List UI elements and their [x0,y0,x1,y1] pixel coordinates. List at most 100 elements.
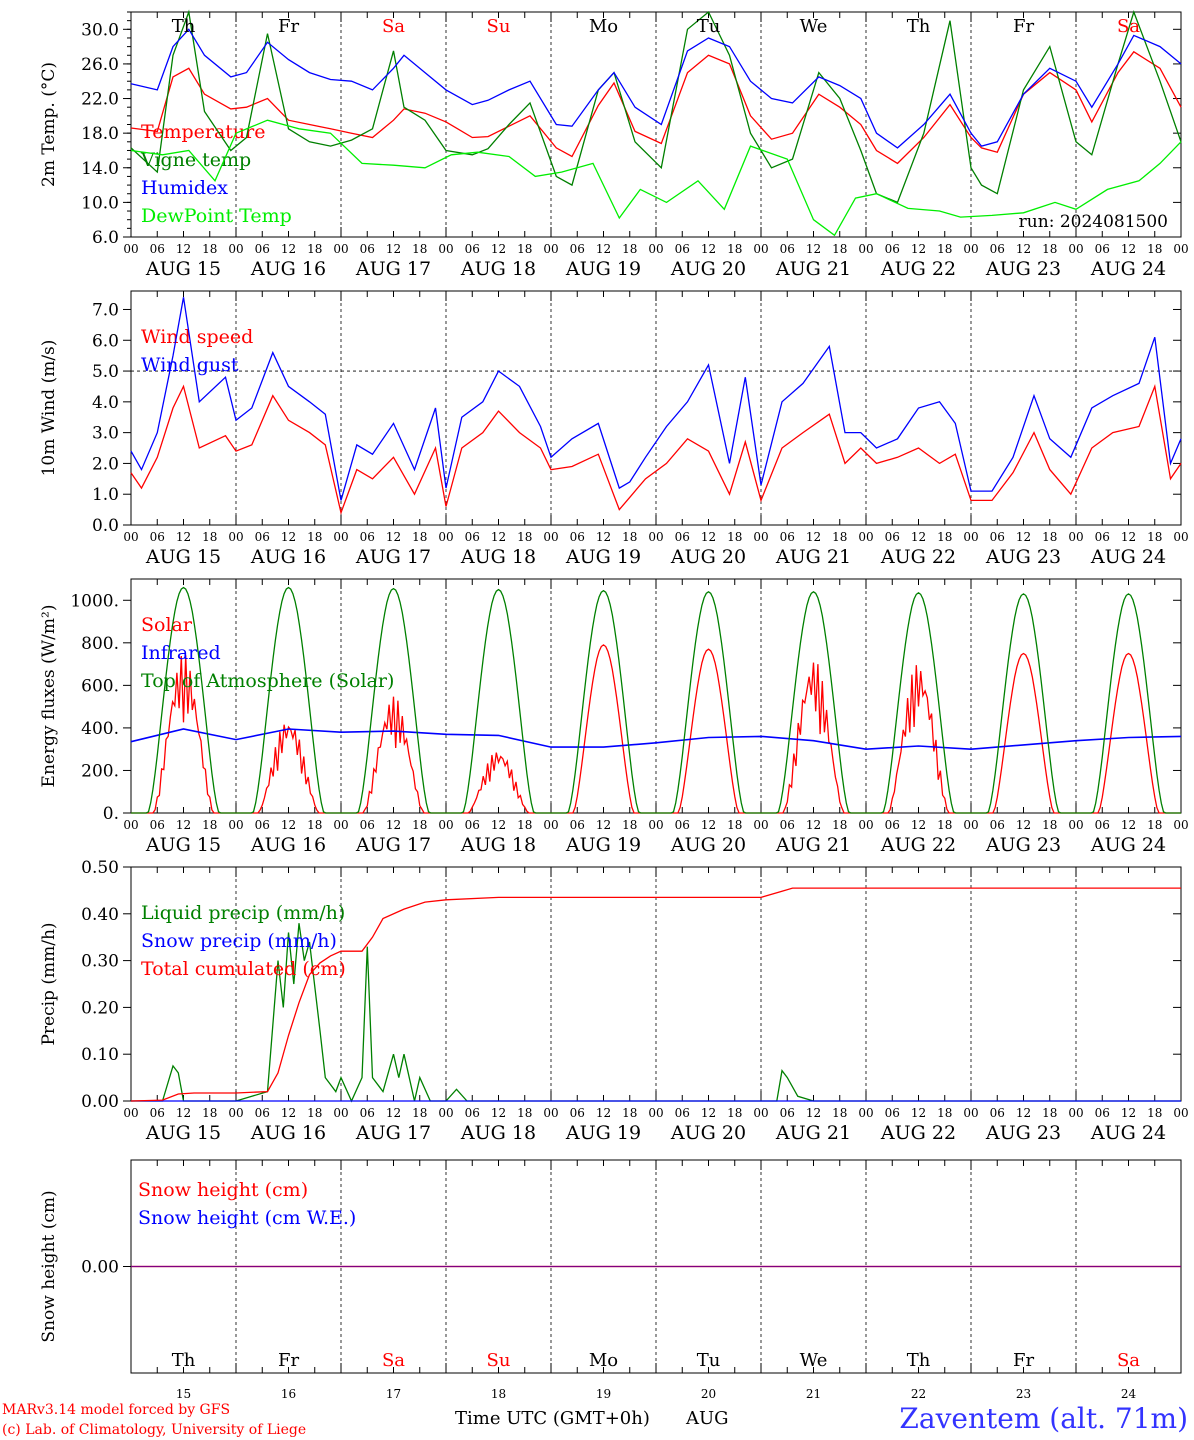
hour-tick-label: 18 [517,818,532,832]
hour-tick-label: 00 [1068,1106,1083,1120]
hour-tick-label: 12 [701,818,716,832]
weekday-label: Th [907,16,931,37]
y-tick-label: 5.0 [92,362,119,382]
plot-frame [130,11,1182,238]
legend-entry: DewPoint Temp [141,205,292,227]
y-tick-label: 2.0 [92,454,119,474]
hour-tick-label: 18 [517,242,532,256]
hour-tick-label: 06 [780,242,795,256]
hour-tick-label: 18 [307,530,322,544]
x-axis-title: Time UTC (GMT+0h) [455,1408,650,1429]
run-label: run: 2024081500 [1019,212,1168,232]
hour-tick-label: 18 [412,530,427,544]
date-label: AUG 21 [775,546,851,568]
meteogram-panels: 00 06 12 18 00 06 12 18 00 06 12 18 00 06 12 18 00 06 12 18… [39,9,1189,1401]
hour-tick-label: 18 [727,242,742,256]
date-label: AUG 21 [775,1122,851,1144]
date-label: AUG 24 [1090,834,1166,856]
y-tick-label: 22.0 [81,90,119,110]
date-label: AUG 17 [355,1122,431,1144]
hour-tick-label: 00 [228,242,243,256]
day-number-label: 17 [386,1387,401,1401]
hour-tick-label: 00 [543,818,558,832]
hour-tick-label: 18 [202,242,217,256]
hour-tick-label: 00 [1068,242,1083,256]
hour-tick-label: 06 [465,1106,480,1120]
hour-tick-label: 06 [570,530,585,544]
hour-tick-label: 12 [386,818,401,832]
y-tick-label: 6.0 [92,331,119,351]
hour-tick-label: 12 [176,530,191,544]
hour-tick-label: 06 [675,818,690,832]
weekday-label: Sa [1117,1350,1140,1371]
hour-tick-label: 18 [412,1106,427,1120]
hour-tick-label: 00 [1173,1106,1188,1120]
hour-tick-label: 00 [228,1106,243,1120]
hour-tick-label: 00 [438,1106,453,1120]
day-number-label: 18 [491,1387,506,1401]
hour-tick-label: 12 [701,1106,716,1120]
panel-0: 00 06 12 18 00 06 12 18 00 06 12 18 00 06 12 18 00 06 12 18… [39,9,1189,280]
date-label: AUG 20 [670,834,746,856]
hour-tick-label: 06 [675,530,690,544]
weekday-label: Sa [382,16,405,37]
hour-tick-label: 00 [648,818,663,832]
hour-tick-label: 06 [990,818,1005,832]
y-tick-label: 6.0 [92,228,119,248]
hour-tick-label: 18 [622,530,637,544]
weekday-label: Su [487,1350,511,1371]
date-label: AUG 19 [565,1122,641,1144]
hour-tick-label: 12 [386,530,401,544]
legend-entry: Wind gust [141,354,239,376]
y-axis-label: Precip (mm/h) [39,922,59,1045]
date-label: AUG 16 [250,834,326,856]
hour-tick-label: 06 [1095,242,1110,256]
y-axis-label: Energy fluxes (W/m²) [39,605,59,788]
day-number-label: 24 [1121,1387,1137,1401]
hour-tick-label: 00 [963,530,978,544]
hour-tick-label: 06 [255,1106,270,1120]
hour-tick-label: 18 [1147,242,1162,256]
hour-tick-label: 18 [622,1106,637,1120]
y-tick-label: 200. [81,761,119,781]
weekday-label: We [800,16,828,37]
hour-tick-label: 18 [937,1106,952,1120]
hour-tick-label: 00 [1173,818,1188,832]
series-line [130,119,1182,237]
legend-entry: Snow height (cm W.E.) [138,1207,356,1229]
y-tick-label: 26.0 [81,55,119,75]
hour-tick-label: 06 [360,530,375,544]
hour-tick-label: 12 [176,818,191,832]
legend-entry: Liquid precip (mm/h) [141,902,345,924]
hour-tick-label: 12 [491,1106,506,1120]
hour-tick-label: 12 [911,530,926,544]
hour-tick-label: 00 [753,1106,768,1120]
hour-tick-label: 12 [1121,818,1136,832]
hour-tick-label: 12 [281,530,296,544]
hour-tick-label: 12 [491,530,506,544]
hour-tick-label: 00 [333,242,348,256]
panel-4: 0.00 Snow height (cm) Snow height (cm) Snow… [39,1159,1182,1401]
date-label: AUG 24 [1090,546,1166,568]
series-line [131,586,1181,814]
y-tick-label: 0.00 [81,1258,119,1278]
hour-tick-label: 06 [1095,1106,1110,1120]
hour-tick-label: 12 [491,242,506,256]
hour-tick-label: 06 [570,1106,585,1120]
hour-tick-label: 00 [123,530,138,544]
model-credit: MARv3.14 model forced by GFS [2,1402,230,1418]
date-label: AUG 15 [145,546,221,568]
hour-tick-label: 12 [1121,530,1136,544]
hour-tick-label: 06 [990,242,1005,256]
hour-tick-label: 06 [360,818,375,832]
hour-tick-label: 00 [858,818,873,832]
hour-tick-label: 00 [333,818,348,832]
legend-entry: Infrared [141,642,221,664]
hour-tick-label: 18 [832,1106,847,1120]
hour-tick-label: 12 [386,1106,401,1120]
hour-tick-label: 12 [911,818,926,832]
date-label: AUG 18 [460,258,536,280]
weekday-label: Th [907,1350,931,1371]
hour-tick-label: 06 [465,818,480,832]
hour-tick-label: 06 [465,242,480,256]
